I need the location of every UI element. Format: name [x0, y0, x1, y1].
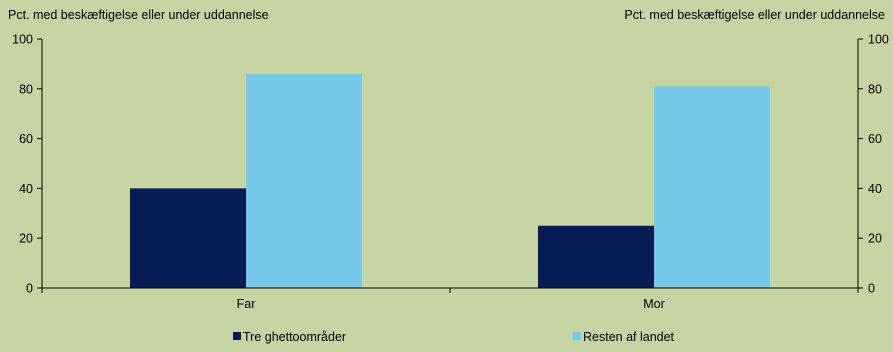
bar-mor-series-1 [538, 225, 654, 288]
left-y-tick-label: 80 [19, 82, 33, 96]
left-y-tick-label: 100 [12, 33, 33, 47]
legend-swatch-1 [233, 332, 241, 340]
x-tick-label-far: Far [237, 297, 256, 311]
bar-far-series-1 [130, 188, 246, 288]
left-y-tick-label: 0 [26, 282, 33, 296]
bar-far-series-2 [246, 73, 362, 288]
legend-label-1: Tre ghettoområder [243, 330, 346, 344]
legend-label-2: Resten af landet [583, 330, 675, 344]
right-y-tick-label: 0 [868, 282, 875, 296]
x-tick-label-mor: Mor [643, 297, 665, 311]
bars-group [130, 73, 770, 288]
legend-swatch-2 [573, 332, 581, 340]
right-y-tick-label: 100 [868, 33, 889, 47]
bar-mor-series-2 [654, 86, 770, 288]
right-y-tick-label: 20 [868, 232, 882, 246]
left-y-tick-label: 20 [19, 232, 33, 246]
right-axis-title: Pct. med beskæftigelse eller under uddan… [624, 8, 885, 22]
right-y-tick-label: 60 [868, 132, 882, 146]
right-y-tick-label: 40 [868, 182, 882, 196]
left-y-tick-label: 40 [19, 182, 33, 196]
left-y-tick-label: 60 [19, 132, 33, 146]
axes-group: 0 0 20 20 40 40 60 60 80 80 100 100 Far Mor [12, 33, 889, 312]
right-y-tick-label: 80 [868, 82, 882, 96]
legend: Tre ghettoområder Resten af landet [233, 330, 675, 344]
left-axis-title: Pct. med beskæftigelse eller under uddan… [8, 8, 269, 22]
